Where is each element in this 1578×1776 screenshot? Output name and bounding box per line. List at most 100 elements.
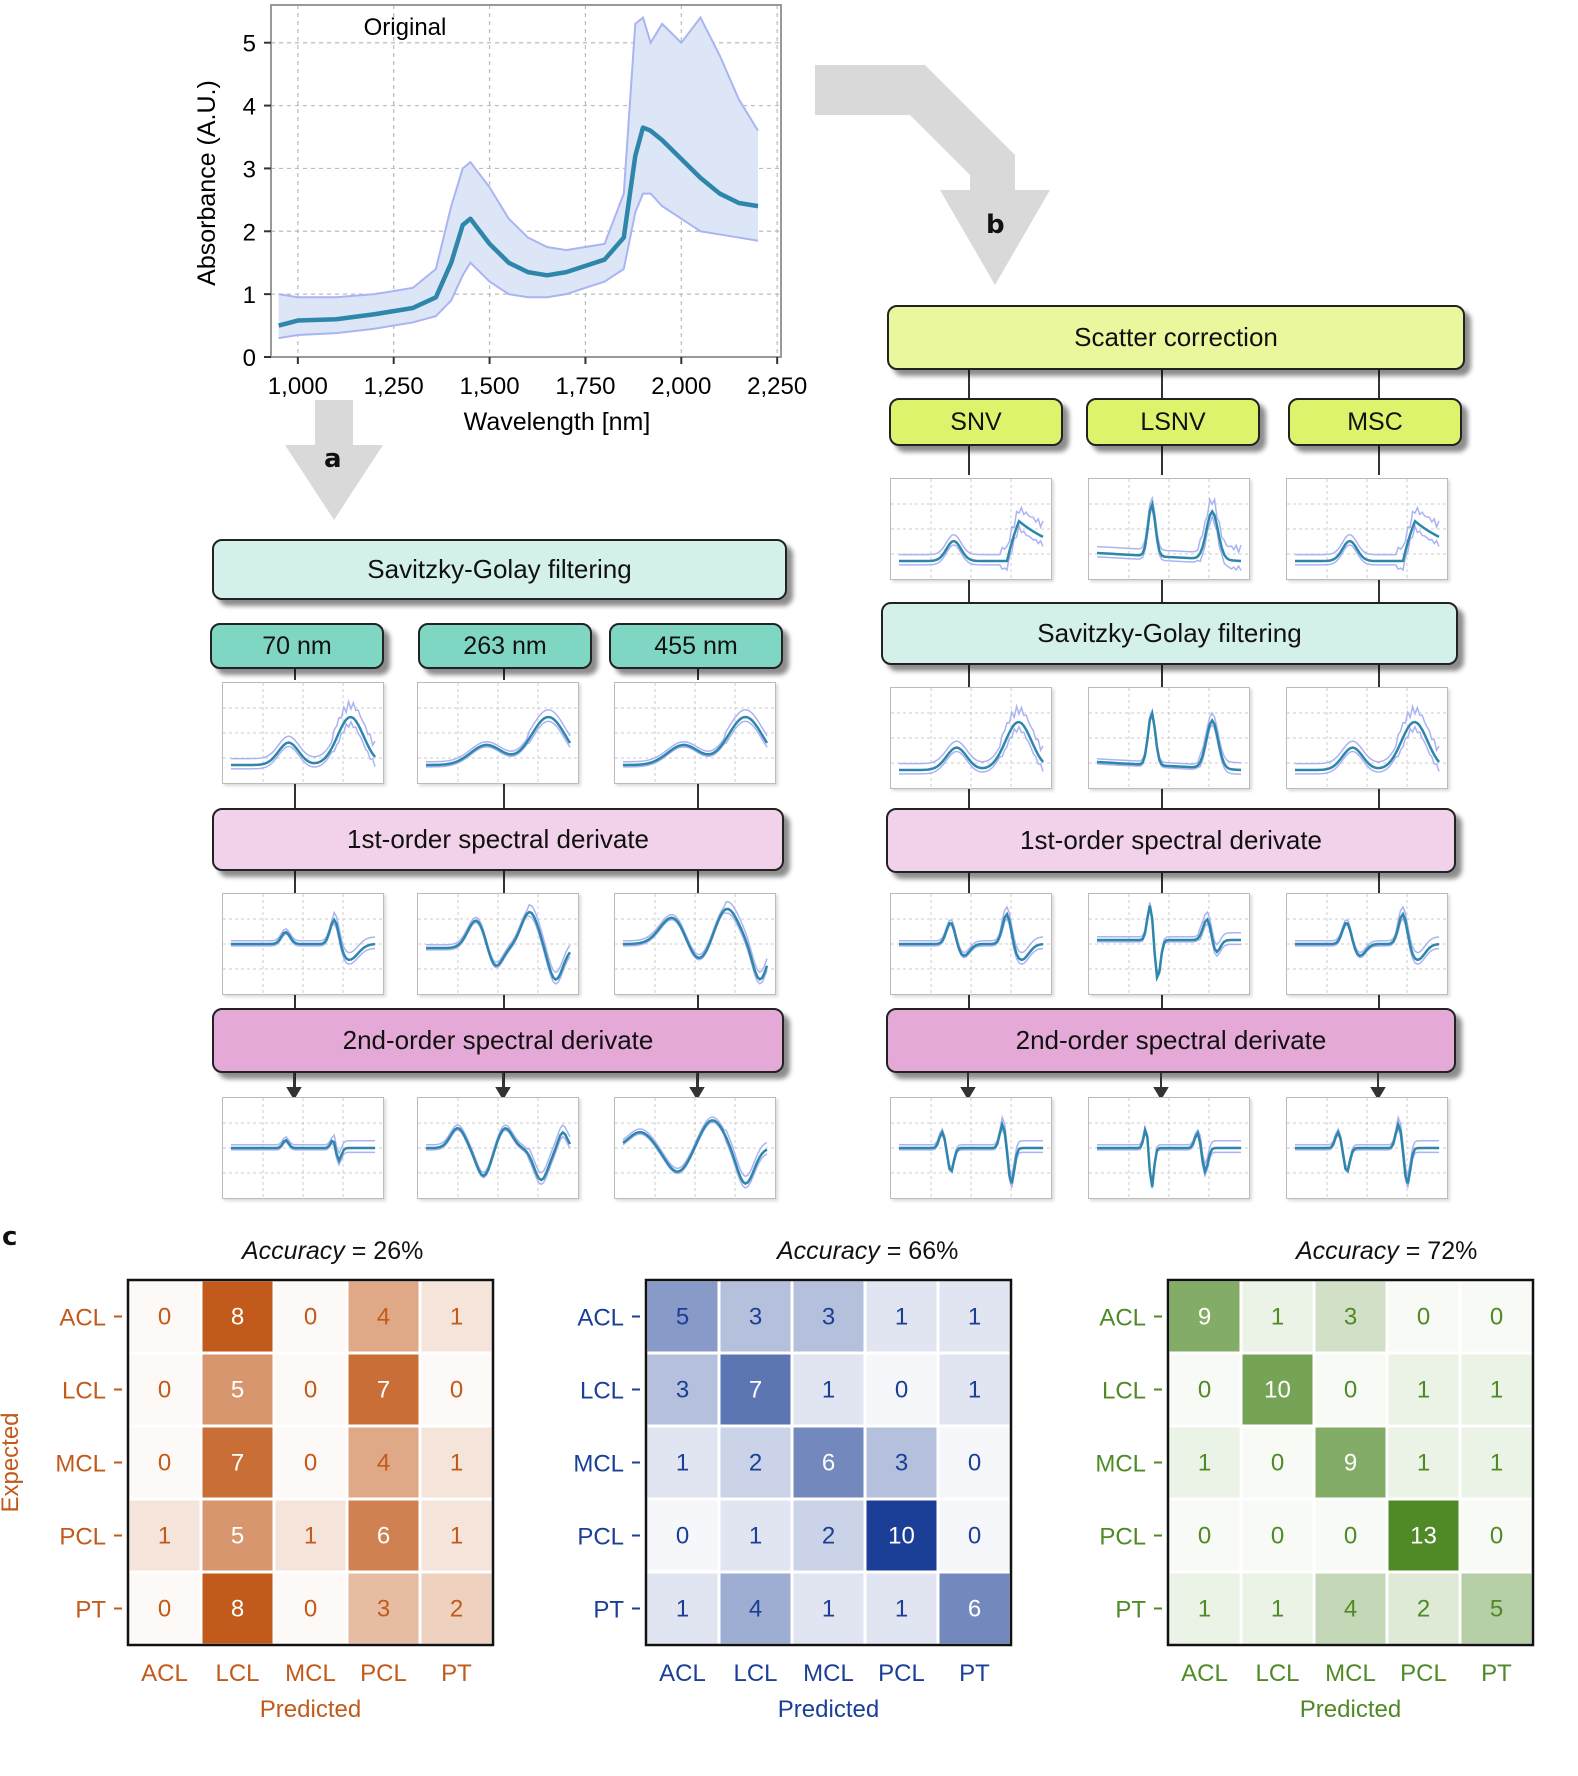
cm-cell-value: 1 bbox=[1417, 1450, 1430, 1477]
first-derivative-box-a: 1st-order spectral derivate bbox=[212, 808, 784, 871]
cm-y-axis-label: Expected bbox=[0, 1412, 24, 1512]
cm-cell bbox=[421, 1573, 492, 1644]
mean-line bbox=[278, 125, 759, 328]
cm-cell bbox=[1461, 1354, 1532, 1425]
cm-x-axis-label: Predicted bbox=[1300, 1696, 1401, 1723]
cm-cell bbox=[1242, 1500, 1313, 1571]
thumbnail-13 bbox=[1088, 687, 1250, 789]
panel-label-a: a bbox=[324, 444, 342, 474]
cm-cell-value: 7 bbox=[377, 1377, 390, 1404]
cm-cell-value: 0 bbox=[676, 1523, 689, 1550]
cm-cell-value: 0 bbox=[968, 1450, 981, 1477]
cm-row-label: LCL bbox=[580, 1378, 624, 1405]
cm-cell-value: 4 bbox=[1344, 1596, 1357, 1623]
cm-cell-value: 4 bbox=[749, 1596, 762, 1623]
cm-cell bbox=[866, 1281, 937, 1352]
cm-cell-value: 6 bbox=[968, 1596, 981, 1623]
cm-cell bbox=[1169, 1573, 1240, 1644]
cm-col-label: MCL bbox=[803, 1660, 854, 1687]
cm-cell-value: 1 bbox=[1271, 1596, 1284, 1623]
std-band-edge bbox=[278, 192, 759, 340]
cm-col-label: LCL bbox=[1255, 1660, 1299, 1687]
cm-cell-value: 0 bbox=[1344, 1377, 1357, 1404]
x-tick-label: 1,250 bbox=[364, 373, 424, 400]
cm-row-label: MCL bbox=[573, 1451, 624, 1478]
cm-cell-value: 1 bbox=[450, 1304, 463, 1331]
cm-cell bbox=[348, 1281, 419, 1352]
cm-cell bbox=[129, 1281, 200, 1352]
method-box-msc: MSC bbox=[1288, 398, 1462, 446]
cm-cell-value: 0 bbox=[1490, 1304, 1503, 1331]
thumbnail-6 bbox=[222, 1097, 384, 1199]
cm-cell-value: 9 bbox=[1344, 1450, 1357, 1477]
cm-cell bbox=[1315, 1573, 1386, 1644]
cm-cell bbox=[939, 1354, 1010, 1425]
std-band-fill bbox=[278, 17, 758, 339]
cm-cell bbox=[720, 1427, 791, 1498]
cm-row-label: PCL bbox=[59, 1524, 106, 1551]
cm-cell bbox=[348, 1573, 419, 1644]
cm-cell-value: 7 bbox=[231, 1450, 244, 1477]
cm-cell bbox=[129, 1354, 200, 1425]
std-band bbox=[278, 15, 759, 340]
thumbnail-10 bbox=[1088, 478, 1250, 580]
scatter-correction-box: Scatter correction bbox=[887, 305, 1465, 370]
sg-filter-box-a: Savitzky-Golay filtering bbox=[212, 539, 787, 600]
cm-cell bbox=[275, 1573, 346, 1644]
y-tick-label: 0 bbox=[243, 345, 256, 372]
cm-cell bbox=[1315, 1281, 1386, 1352]
cm-row-label: PCL bbox=[1099, 1524, 1146, 1551]
cm-col-label: ACL bbox=[1181, 1660, 1228, 1687]
cm-col-label: ACL bbox=[141, 1660, 188, 1687]
cm-cell bbox=[866, 1427, 937, 1498]
cm-cell-value: 6 bbox=[822, 1450, 835, 1477]
cm-cell bbox=[939, 1573, 1010, 1644]
cm-col-label: PCL bbox=[360, 1660, 407, 1687]
cm-cell bbox=[202, 1281, 273, 1352]
cm-cell-value: 0 bbox=[1271, 1523, 1284, 1550]
cm3-title: Accuracy = 72% bbox=[1296, 1237, 1478, 1265]
cm-cell-value: 10 bbox=[1264, 1377, 1291, 1404]
cm-cell bbox=[720, 1281, 791, 1352]
cm-cell bbox=[1461, 1500, 1532, 1571]
cm-cell bbox=[421, 1427, 492, 1498]
arrow-to-b bbox=[815, 65, 1050, 285]
cm-cell-value: 1 bbox=[895, 1596, 908, 1623]
cm-cell-value: 0 bbox=[158, 1596, 171, 1623]
cm-cell bbox=[275, 1427, 346, 1498]
cm-cell-value: 5 bbox=[231, 1377, 244, 1404]
cm-cell bbox=[421, 1500, 492, 1571]
cm-cell-value: 3 bbox=[676, 1377, 689, 1404]
cm-row-label: MCL bbox=[55, 1451, 106, 1478]
thumbnail-11 bbox=[1286, 478, 1448, 580]
cm-col-label: PCL bbox=[1400, 1660, 1447, 1687]
cm-frame bbox=[126, 1278, 495, 1647]
cm-frame bbox=[1166, 1278, 1535, 1647]
thumbnail-7 bbox=[417, 1097, 579, 1199]
cm-cell-value: 1 bbox=[158, 1523, 171, 1550]
cm-cell bbox=[1315, 1500, 1386, 1571]
method-box-lsnv: LSNV bbox=[1086, 398, 1260, 446]
cm-cell bbox=[348, 1500, 419, 1571]
cm-cell-value: 5 bbox=[676, 1304, 689, 1331]
thumbnail-3 bbox=[222, 893, 384, 995]
cm-cell-value: 1 bbox=[895, 1304, 908, 1331]
sg-filter-box-b: Savitzky-Golay filtering bbox=[881, 602, 1458, 665]
cm-cell bbox=[421, 1354, 492, 1425]
cm-col-label: PT bbox=[441, 1660, 472, 1687]
cm-cell-value: 1 bbox=[450, 1450, 463, 1477]
cm-cell-value: 3 bbox=[822, 1304, 835, 1331]
thumbnail-5 bbox=[614, 893, 776, 995]
cm-cell-value: 10 bbox=[888, 1523, 915, 1550]
cm-row-label: PCL bbox=[577, 1524, 624, 1551]
cm-row-label: LCL bbox=[1102, 1378, 1146, 1405]
cm-cell-value: 6 bbox=[377, 1523, 390, 1550]
cm-col-label: PT bbox=[1481, 1660, 1512, 1687]
cm-cell-value: 7 bbox=[749, 1377, 762, 1404]
thumbnail-4 bbox=[417, 893, 579, 995]
cm-cell-value: 0 bbox=[304, 1304, 317, 1331]
arrow-to-a bbox=[285, 400, 383, 520]
cm-cell-value: 2 bbox=[822, 1523, 835, 1550]
cm-cell-value: 1 bbox=[968, 1304, 981, 1331]
y-tick-label: 3 bbox=[243, 156, 256, 183]
